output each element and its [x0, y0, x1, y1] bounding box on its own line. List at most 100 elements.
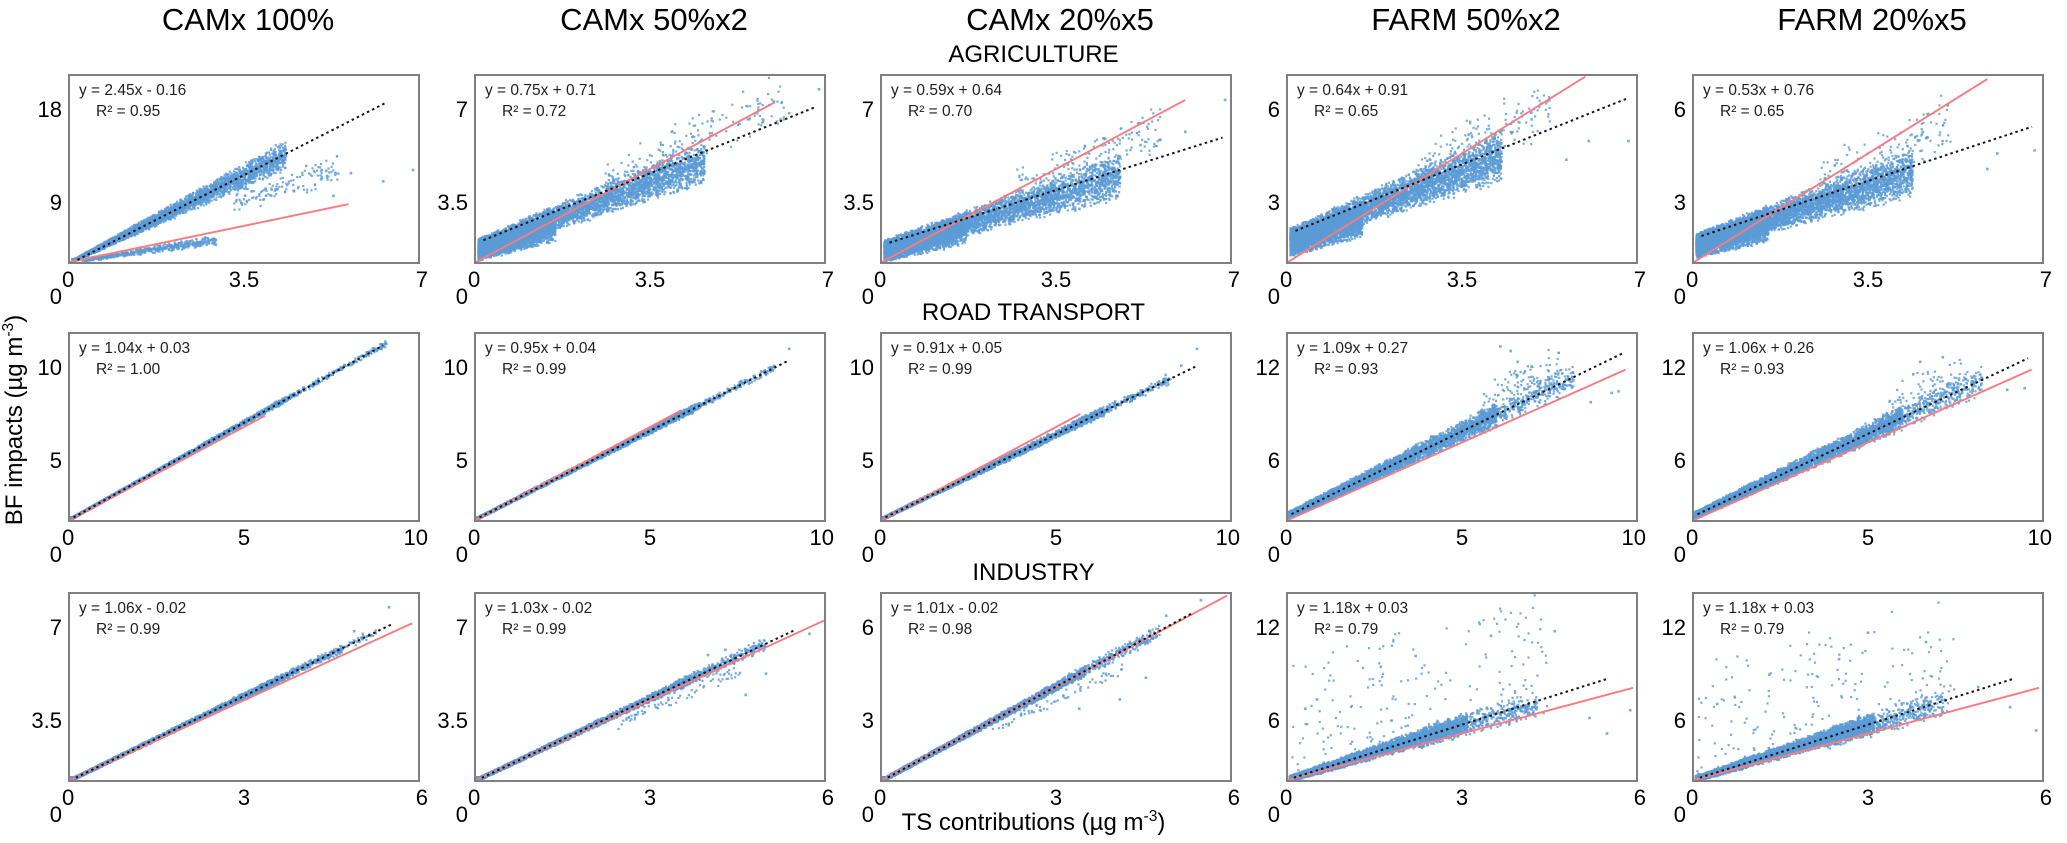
y-tick-label: 18 — [37, 97, 62, 122]
x-tick-label: 5 — [237, 525, 251, 550]
y-tick-label: 0 — [1673, 542, 1686, 567]
y-tick-label: 5 — [49, 448, 62, 473]
y-tick-label: 0 — [455, 542, 468, 567]
x-tick-label: 3.5 — [634, 267, 666, 292]
x-axis-title-end: ) — [1157, 809, 1166, 836]
x-tick-label: 3.5 — [228, 267, 260, 292]
column-headers: CAMx 100% CAMx 50%x2 CAMx 20%x5 FARM 50%… — [28, 2, 2058, 38]
fit-equation: y = 0.64x + 0.91 — [1297, 82, 1409, 99]
y-axis-ticks: 6 3 0 — [1246, 97, 1280, 309]
y-tick-label: 6 — [1267, 708, 1280, 733]
column-header-camx-20x5: CAMx 20%x5 — [966, 2, 1154, 37]
y-axis-title: BF impacts (µg m-3) — [0, 250, 29, 590]
fit-annotation: y = 1.04x + 0.03 R² = 1.00 — [79, 339, 190, 381]
fit-r-squared: R² = 0.99 — [502, 360, 567, 378]
y-axis-ticks: 10 5 0 — [28, 355, 62, 567]
y-tick-label: 5 — [455, 448, 468, 473]
fit-equation: y = 0.59x + 0.64 — [891, 82, 1003, 99]
scatter-canvas — [476, 334, 824, 520]
x-tick-label: 0 — [468, 267, 481, 292]
y-tick-label: 7 — [49, 615, 62, 640]
y-axis-ticks: 7 3.5 0 — [434, 615, 468, 827]
y-tick-label: 3.5 — [437, 190, 468, 215]
scatter-panel-r1c1: 18 9 0 y = 2.45x - 0.16 R² = 0.95 0 3.5 7 — [28, 74, 434, 309]
x-tick-label: 0 — [874, 525, 887, 550]
fit-annotation: y = 1.18x + 0.03 R² = 0.79 — [1703, 599, 1814, 641]
y-tick-label: 3 — [1673, 190, 1686, 215]
y-tick-label: 0 — [1267, 542, 1280, 567]
scatter-panel-r2c1: 10 5 0 y = 1.04x + 0.03 R² = 1.00 0 5 10 — [28, 332, 434, 567]
y-axis-ticks: 7 3.5 0 — [840, 97, 874, 309]
plot-area: y = 0.75x + 0.71 R² = 0.72 — [474, 74, 826, 264]
plot-area: y = 1.18x + 0.03 R² = 0.79 — [1286, 592, 1638, 782]
x-tick-label: 0 — [874, 785, 887, 810]
x-axis-ticks: 0 3 6 — [1280, 782, 1646, 812]
x-tick-label: 0 — [62, 267, 75, 292]
scatter-panel-r3c5: 12 6 0 y = 1.18x + 0.03 R² = 0.79 0 3 6 — [1652, 592, 2058, 827]
y-tick-label: 10 — [443, 355, 468, 380]
x-tick-label: 7 — [2039, 267, 2052, 292]
x-axis-ticks: 0 3.5 7 — [874, 264, 1240, 294]
y-tick-label: 6 — [1673, 448, 1686, 473]
y-tick-label: 6 — [1267, 448, 1280, 473]
x-axis-ticks: 0 3 6 — [1686, 782, 2052, 812]
fit-r-squared: R² = 0.98 — [908, 620, 973, 638]
fit-equation: y = 1.04x + 0.03 — [79, 340, 191, 357]
y-axis-ticks: 7 3.5 0 — [28, 615, 62, 827]
y-axis-ticks: 12 6 0 — [1652, 355, 1686, 567]
scatter-canvas — [1694, 76, 2042, 262]
scatter-canvas — [1694, 594, 2042, 780]
scatter-canvas — [476, 76, 824, 262]
y-tick-label: 6 — [1673, 97, 1686, 122]
y-tick-label: 10 — [849, 355, 874, 380]
x-tick-label: 3 — [1861, 785, 1875, 810]
scatter-canvas — [1694, 334, 2042, 520]
y-axis-ticks: 12 6 0 — [1246, 355, 1280, 567]
fit-equation: y = 1.01x - 0.02 — [891, 600, 999, 617]
y-tick-label: 12 — [1661, 615, 1686, 640]
x-tick-label: 0 — [62, 525, 75, 550]
x-tick-label: 3.5 — [1446, 267, 1478, 292]
fit-r-squared: R² = 0.93 — [1720, 360, 1785, 378]
y-tick-label: 12 — [1255, 615, 1280, 640]
y-tick-label: 6 — [1673, 708, 1686, 733]
y-axis-ticks: 6 3 0 — [1652, 97, 1686, 309]
x-tick-label: 10 — [809, 525, 834, 550]
y-tick-label: 3.5 — [843, 190, 874, 215]
y-tick-label: 0 — [1267, 802, 1280, 827]
plot-area: y = 0.64x + 0.91 R² = 0.65 — [1286, 74, 1638, 264]
x-tick-label: 6 — [821, 785, 834, 810]
y-tick-label: 7 — [455, 615, 468, 640]
y-axis-ticks: 7 3.5 0 — [434, 97, 468, 309]
section-title: AGRICULTURE — [948, 41, 1119, 68]
x-axis-ticks: 0 3 6 — [468, 782, 834, 812]
x-tick-label: 3.5 — [1852, 267, 1884, 292]
fit-equation: y = 1.06x + 0.26 — [1703, 340, 1815, 357]
fit-r-squared: R² = 0.95 — [96, 102, 161, 120]
x-tick-label: 7 — [1633, 267, 1646, 292]
scatter-canvas — [1288, 334, 1636, 520]
x-tick-label: 6 — [1633, 785, 1646, 810]
scatter-panel-r3c2: 7 3.5 0 y = 1.03x - 0.02 R² = 0.99 0 3 6 — [434, 592, 840, 827]
y-axis-title-sup: -3 — [0, 322, 17, 337]
scatter-panel-r3c4: 12 6 0 y = 1.18x + 0.03 R² = 0.79 0 3 6 — [1246, 592, 1652, 827]
fit-r-squared: R² = 0.65 — [1314, 102, 1379, 120]
y-tick-label: 0 — [861, 802, 874, 827]
scatter-canvas — [70, 334, 418, 520]
x-tick-label: 6 — [1227, 785, 1240, 810]
y-tick-label: 9 — [49, 190, 62, 215]
fit-annotation: y = 2.45x - 0.16 R² = 0.95 — [79, 81, 186, 123]
x-tick-label: 3 — [643, 785, 657, 810]
panel-strip: 18 9 0 y = 2.45x - 0.16 R² = 0.95 0 3.5 7 7 3.5 0 y… — [0, 74, 2067, 309]
panel-strip: 10 5 0 y = 1.04x + 0.03 R² = 1.00 0 5 10 10 5 0 y =… — [0, 332, 2067, 567]
fit-equation: y = 0.53x + 0.76 — [1703, 82, 1815, 99]
plot-area: y = 1.01x - 0.02 R² = 0.98 — [880, 592, 1232, 782]
x-tick-label: 10 — [2027, 525, 2052, 550]
fit-annotation: y = 0.75x + 0.71 R² = 0.72 — [485, 81, 596, 123]
column-header-farm-50x2: FARM 50%x2 — [1371, 2, 1561, 37]
scatter-canvas — [882, 334, 1230, 520]
plot-area: y = 1.18x + 0.03 R² = 0.79 — [1692, 592, 2044, 782]
x-axis-ticks: 0 3.5 7 — [62, 264, 428, 294]
x-axis-ticks: 0 3 6 — [62, 782, 428, 812]
